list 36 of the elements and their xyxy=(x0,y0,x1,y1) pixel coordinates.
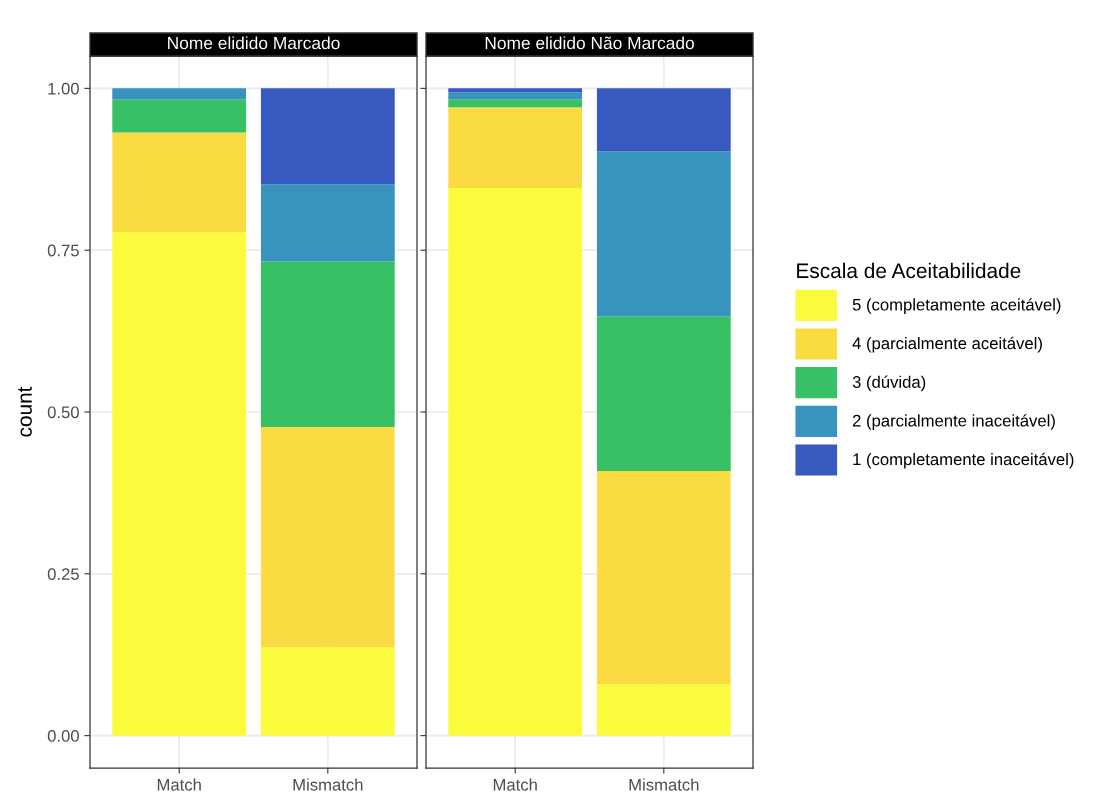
y-axis-title: count xyxy=(18,386,32,437)
legend-label: 3 (dúvida) xyxy=(852,375,926,392)
bar xyxy=(260,647,395,736)
bar xyxy=(596,684,731,736)
bar xyxy=(448,99,583,108)
y-tick-label: 0.00 xyxy=(47,730,79,742)
legend-label: 1 (completamente inaceitável) xyxy=(853,452,1074,469)
y-tick-label: 0.25 xyxy=(47,568,79,581)
bar xyxy=(448,88,583,93)
chart-title: Nome elidido Marcado xyxy=(168,36,340,50)
bar xyxy=(112,88,247,100)
bar xyxy=(112,232,247,736)
x-tick-label: Match xyxy=(157,778,201,791)
bar xyxy=(260,426,395,648)
legend-label: 2 (parcialmente inaceitável) xyxy=(852,414,1055,430)
bar xyxy=(596,88,731,152)
bar xyxy=(596,316,731,471)
x-tick-label: Mismatch xyxy=(293,778,363,791)
legend-label: 4 (parcialmente aceitável) xyxy=(852,336,1042,353)
y-tick-label: 0.50 xyxy=(47,406,79,419)
bar xyxy=(112,99,247,133)
bar xyxy=(112,132,247,233)
x-tick-label: Mismatch xyxy=(629,778,699,791)
bar xyxy=(448,107,583,189)
x-tick-label: Match xyxy=(493,778,537,791)
bar xyxy=(596,470,731,685)
y-tick-label: 0.75 xyxy=(47,244,79,257)
bar xyxy=(260,261,395,427)
chart-title: Nome elidido Não Marcado xyxy=(485,36,694,50)
bar xyxy=(596,151,731,317)
y-tick-label: 1.00 xyxy=(48,82,79,95)
legend-label: 5 (completamente aceitável) xyxy=(852,298,1061,314)
legend-title: Escala de Aceitabilidade xyxy=(797,262,1021,279)
bar xyxy=(260,184,395,262)
bar xyxy=(260,88,395,185)
bar xyxy=(448,92,583,100)
